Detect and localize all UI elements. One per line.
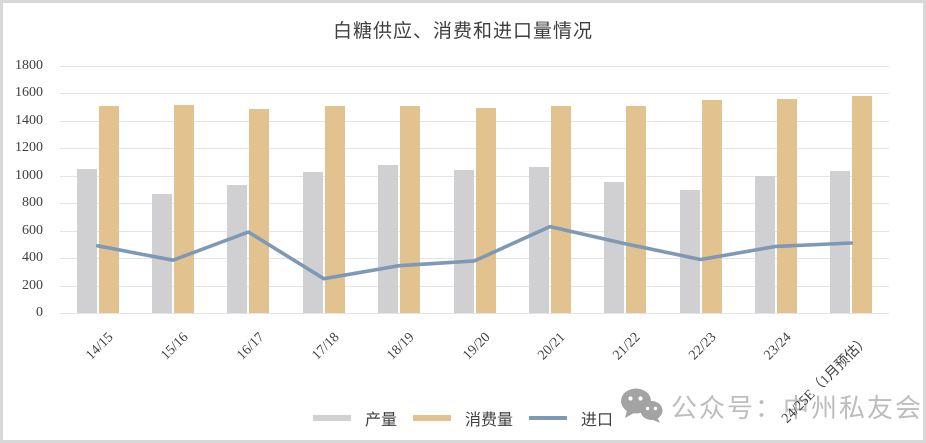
y-tick-label: 1600 (15, 85, 43, 101)
import-swatch (529, 416, 567, 420)
bar-consumption (249, 109, 270, 313)
y-tick-label: 1400 (15, 112, 43, 128)
gridline (60, 285, 889, 287)
gridline (60, 148, 889, 150)
bar-production (754, 176, 775, 313)
plot-area: 0 200 400 600 800 1000 1200 1400 1600 1800 (3, 3, 923, 440)
bar-consumption (174, 105, 195, 313)
gridline (60, 66, 889, 67)
watermark: 公众号：中州私友会 (619, 387, 923, 425)
gridline (60, 203, 889, 205)
bar-production (302, 171, 323, 313)
bar-consumption (701, 100, 722, 313)
bar-production (152, 193, 173, 313)
legend-label-production: 产量 (364, 412, 397, 429)
gridline (60, 313, 889, 314)
y-tick-label: 1800 (15, 58, 43, 73)
y-tick-label: 200 (22, 277, 43, 293)
legend-label-consumption: 消费量 (464, 412, 513, 429)
gridline (60, 93, 889, 95)
bar-production (679, 190, 700, 313)
bar-production (227, 185, 248, 313)
y-tick-label: 0 (36, 305, 43, 320)
legend-item-consumption: 消费量 (412, 406, 513, 430)
legend-item-import: 进口 (529, 406, 613, 430)
y-tick-label: 1200 (15, 140, 43, 156)
gridline (60, 120, 889, 122)
legend-label-import: 进口 (581, 412, 614, 429)
consumption-swatch (412, 415, 451, 421)
bar-production (528, 166, 549, 313)
watermark-text: 公众号：中州私友会 (671, 392, 924, 423)
y-tick-label: 800 (22, 195, 43, 211)
production-swatch (312, 415, 351, 421)
bar-production (378, 165, 399, 313)
legend-item-production: 产量 (312, 406, 397, 430)
bar-consumption (324, 106, 345, 313)
bar-production (453, 170, 474, 313)
y-tick-label: 400 (22, 250, 43, 266)
bar-production (76, 168, 97, 313)
bar-consumption (626, 106, 647, 313)
chart-title: 白糖供应、消费和进口量情况 (332, 21, 593, 42)
bar-production (604, 181, 625, 313)
bar-consumption (852, 96, 873, 313)
bar-consumption (550, 105, 571, 313)
gridline (60, 175, 889, 177)
bar-production (830, 170, 851, 313)
y-tick-label: 600 (22, 222, 43, 238)
legend: 产量 消费量 进口 (3, 406, 923, 430)
y-tick-label: 1000 (15, 167, 43, 183)
bar-consumption (776, 98, 797, 313)
bar-consumption (475, 107, 496, 313)
wechat-icon (621, 388, 663, 423)
bar-consumption (400, 105, 421, 313)
bar-consumption (98, 106, 119, 313)
